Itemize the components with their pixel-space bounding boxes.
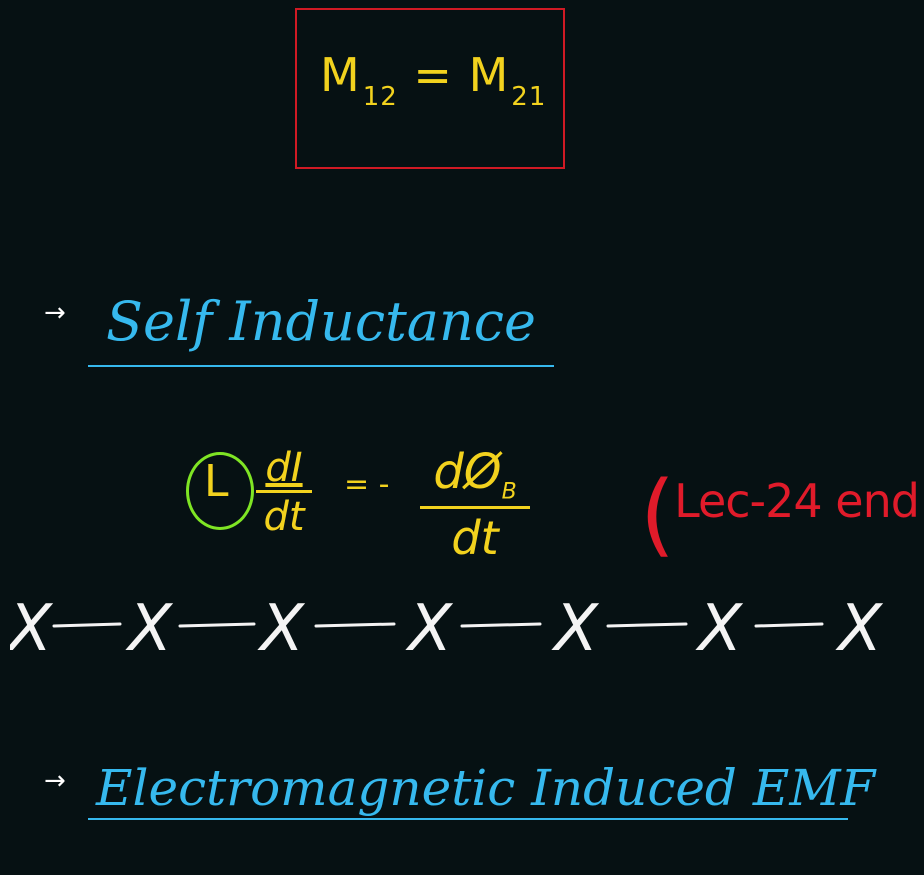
fraction-dI-dt: dI dt — [256, 448, 312, 537]
arrow-icon: → — [44, 298, 66, 328]
fraction-dphi-dt: dØB dt — [420, 448, 530, 561]
heading-self-inductance: Self Inductance — [106, 290, 536, 353]
note-close-paren: ) — [919, 462, 924, 567]
eq-lhs-sub: 12 — [362, 82, 398, 112]
heading-electromagnetic-induced-emf: Electromagnetic Induced EMF — [96, 759, 876, 817]
lecture-note: (Lec-24 end) — [640, 470, 924, 560]
formula-inductance-symbol: L — [204, 456, 229, 507]
flux-symbol: dØ — [433, 444, 502, 500]
divider-x-mark: X — [257, 592, 305, 666]
heading-underline — [88, 818, 848, 820]
note-text: Lec-24 end — [674, 474, 920, 528]
eq-rhs-sub: 21 — [511, 82, 547, 112]
eq-lhs: M — [320, 48, 361, 102]
arrow-icon: → — [44, 766, 66, 796]
eq-rhs: M — [468, 48, 510, 102]
divider-marks: X X X X X X X — [10, 592, 883, 666]
formula-relation: = - — [344, 467, 390, 502]
fraction-bar — [256, 490, 312, 493]
fraction-numerator: dI — [265, 445, 303, 491]
divider-x-mark: X — [835, 592, 883, 666]
fraction-bar — [420, 505, 530, 509]
flux-subscript: B — [501, 479, 517, 505]
divider-x-mark: X — [695, 592, 743, 666]
eq-equals: = — [413, 48, 453, 102]
divider-x-mark: X — [405, 592, 453, 666]
section-divider: X X X X X X X — [10, 592, 883, 666]
fraction-numerator: dØB — [433, 448, 516, 504]
heading-underline — [88, 365, 554, 367]
fraction-denominator: dt — [451, 510, 499, 565]
divider-dashes — [52, 622, 824, 628]
highlight-box — [295, 8, 565, 169]
divider-x-mark: X — [551, 592, 599, 666]
mutual-inductance-equation: M12 = M21 — [320, 52, 546, 110]
note-open-paren: ( — [640, 462, 675, 567]
fraction-denominator: dt — [263, 494, 305, 540]
circle-annotation — [186, 452, 254, 530]
divider-x-mark: X — [125, 592, 173, 666]
divider-x-mark: X — [10, 592, 53, 666]
